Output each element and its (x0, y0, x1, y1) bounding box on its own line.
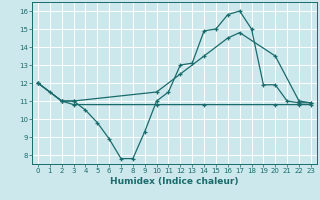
X-axis label: Humidex (Indice chaleur): Humidex (Indice chaleur) (110, 177, 239, 186)
